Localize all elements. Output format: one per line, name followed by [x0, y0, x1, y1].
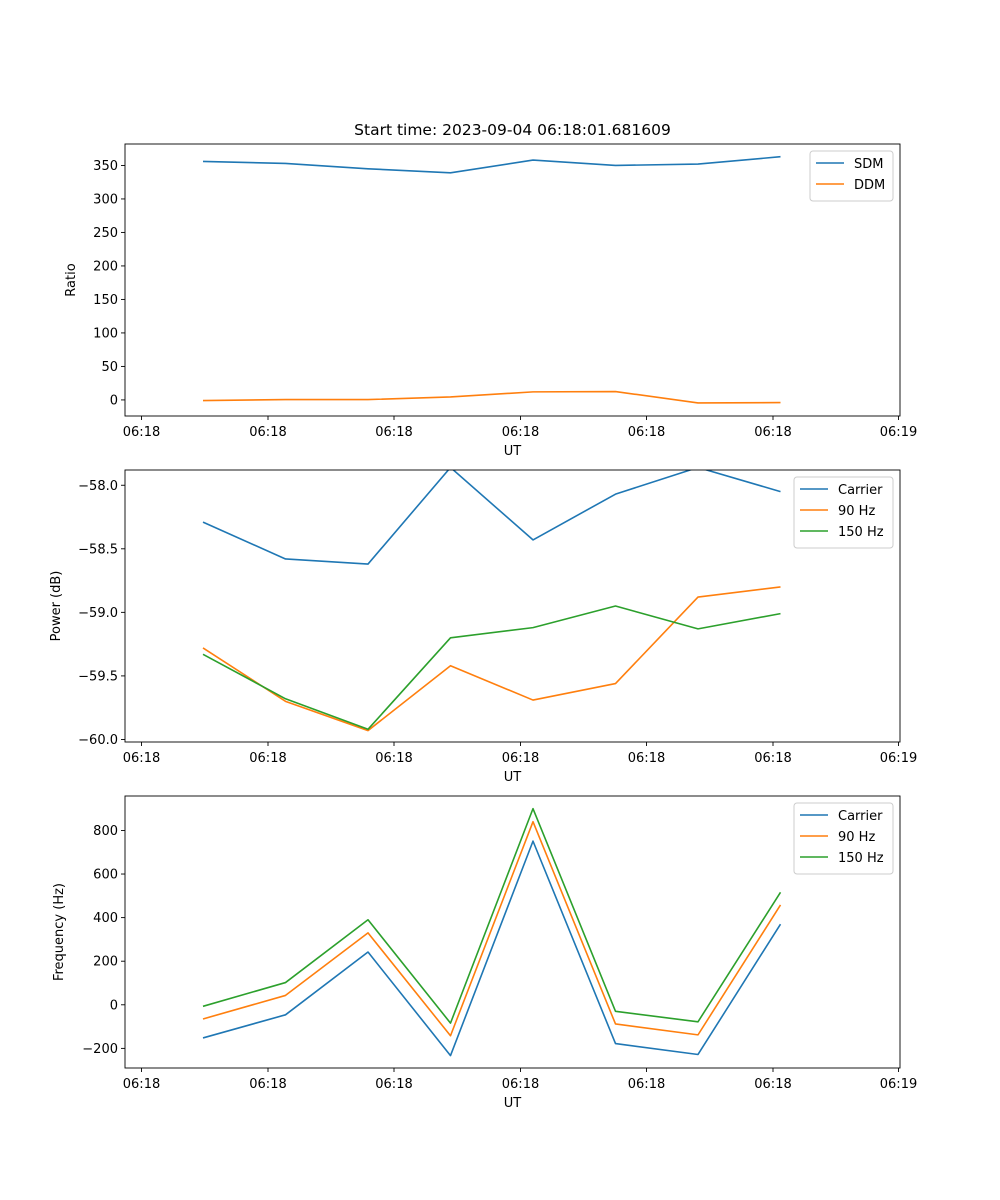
x-tick-label: 06:18	[375, 751, 412, 766]
x-tick-label: 06:19	[880, 1077, 917, 1092]
y-tick-label: −60.0	[78, 733, 118, 748]
legend-label: 150 Hz	[838, 525, 884, 540]
series-line-90-hz	[202, 820, 782, 1037]
y-tick-label: 200	[93, 259, 118, 274]
y-tick-label: 250	[93, 226, 118, 241]
y-tick-label: 800	[93, 824, 118, 839]
x-tick-label: 06:18	[754, 425, 791, 440]
series-line-150-hz	[202, 807, 782, 1024]
x-tick-label: 06:18	[249, 425, 286, 440]
x-tick-label: 06:18	[249, 751, 286, 766]
y-tick-label: −59.0	[78, 606, 118, 621]
x-tick-label: 06:18	[123, 751, 160, 766]
x-tick-label: 06:19	[880, 425, 917, 440]
series-line-carrier	[202, 840, 782, 1057]
legend-label: 90 Hz	[838, 830, 875, 845]
y-tick-label: −200	[82, 1042, 118, 1057]
x-tick-label: 06:18	[375, 1077, 412, 1092]
legend: Carrier 90 Hz 150 Hz	[793, 476, 894, 549]
chart-panel-3: 06:18 06:18 06:18 06:18 06:18 06:18 06:19 −200 0…	[52, 795, 917, 1111]
y-tick-label: 350	[93, 159, 118, 174]
x-tick-label: 06:18	[628, 751, 665, 766]
legend: Carrier 90 Hz 150 Hz	[793, 802, 894, 875]
y-tick-label: 600	[93, 868, 118, 883]
y-tick-label: 100	[93, 326, 118, 341]
axes-frame	[124, 469, 901, 743]
legend-label: Carrier	[838, 809, 883, 824]
series-line-carrier	[202, 470, 781, 565]
y-axis-label: Frequency (Hz)	[52, 883, 67, 981]
y-tick-label: 0	[110, 998, 118, 1013]
axes-frame	[124, 795, 901, 1069]
x-tick-label: 06:18	[628, 1077, 665, 1092]
y-tick-label: −58.0	[78, 479, 118, 494]
series-line-sdm	[202, 155, 781, 174]
y-axis-label: Power (dB)	[49, 571, 64, 642]
legend-label: SDM	[854, 157, 883, 172]
legend-label: 90 Hz	[838, 504, 875, 519]
legend-label: Carrier	[838, 483, 883, 498]
legend-label: 150 Hz	[838, 851, 884, 866]
x-tick-label: 06:18	[123, 1077, 160, 1092]
x-tick-label: 06:19	[880, 751, 917, 766]
x-tick-label: 06:18	[502, 1077, 539, 1092]
y-tick-label: −59.5	[78, 669, 118, 684]
y-axis-label: Ratio	[64, 263, 79, 296]
y-tick-label: 0	[110, 393, 118, 408]
x-tick-label: 06:18	[375, 425, 412, 440]
series-line-90-hz	[202, 586, 781, 732]
x-tick-label: 06:18	[754, 1077, 791, 1092]
figure-title: Start time: 2023-09-04 06:18:01.681609	[354, 121, 671, 139]
legend: SDM DDM	[809, 150, 894, 202]
chart-panel-2: 06:18 06:18 06:18 06:18 06:18 06:18 06:19 −60.0…	[49, 469, 917, 785]
legend-label: DDM	[854, 178, 885, 193]
y-tick-label: 300	[93, 192, 118, 207]
x-axis-label: UT	[504, 1096, 522, 1111]
y-tick-label: 50	[101, 360, 118, 375]
x-tick-label: 06:18	[123, 425, 160, 440]
x-tick-label: 06:18	[502, 751, 539, 766]
x-tick-label: 06:18	[502, 425, 539, 440]
series-line-ddm	[202, 390, 781, 404]
axes-frame	[124, 143, 901, 417]
x-tick-label: 06:18	[628, 425, 665, 440]
series-line-150-hz	[202, 605, 781, 731]
y-tick-label: 200	[93, 955, 118, 970]
y-tick-label: −58.5	[78, 542, 118, 557]
x-tick-label: 06:18	[754, 751, 791, 766]
chart-panel-1: 06:18 06:18 06:18 06:18 06:18 06:18 06:19 0 50 10…	[64, 143, 917, 459]
y-tick-label: 150	[93, 293, 118, 308]
x-axis-label: UT	[504, 444, 522, 459]
y-tick-label: 400	[93, 911, 118, 926]
x-axis-label: UT	[504, 770, 522, 785]
x-tick-label: 06:18	[249, 1077, 286, 1092]
